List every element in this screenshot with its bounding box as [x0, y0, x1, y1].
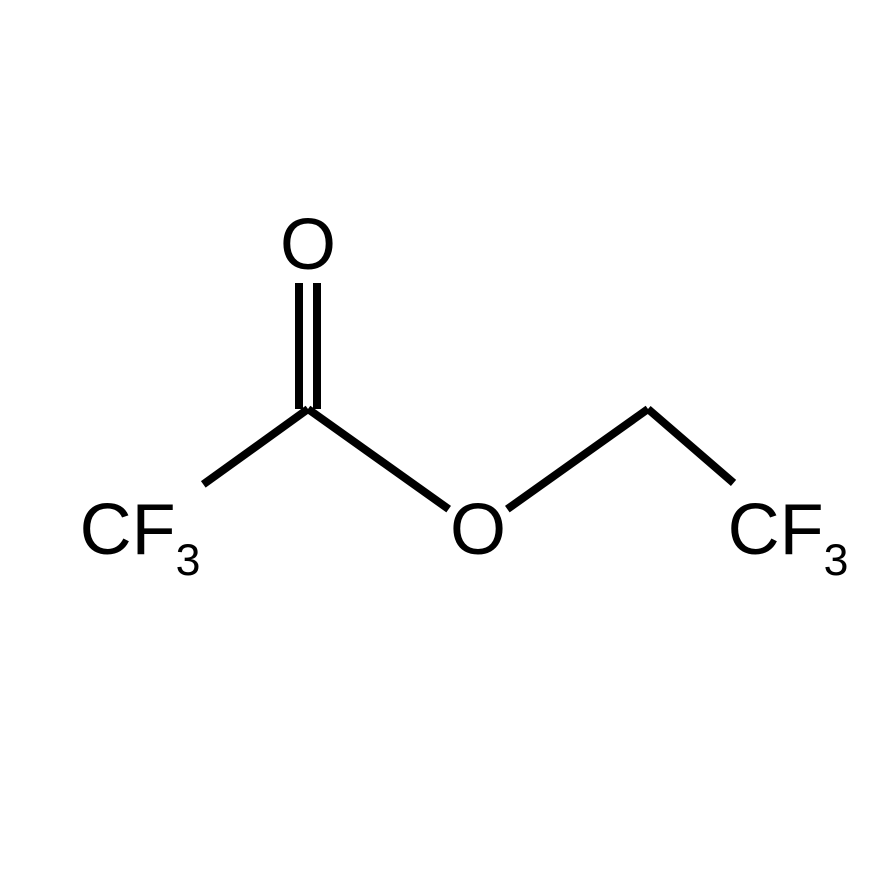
- atom-cf3_left: CF3: [80, 494, 201, 578]
- atom-symbol: O: [280, 205, 336, 285]
- atom-symbol: CF: [80, 490, 176, 570]
- atom-symbol: CF: [728, 490, 824, 570]
- atom-subscript: 3: [824, 536, 849, 585]
- bond-layer: [0, 0, 890, 890]
- chemical-structure-canvas: CF3OOCF3: [0, 0, 890, 890]
- atom-symbol: O: [450, 490, 506, 570]
- atom-subscript: 3: [176, 536, 201, 585]
- atom-o_dbl: O: [280, 209, 336, 281]
- atom-o_ester: O: [450, 494, 506, 566]
- atom-cf3_right: CF3: [728, 494, 849, 578]
